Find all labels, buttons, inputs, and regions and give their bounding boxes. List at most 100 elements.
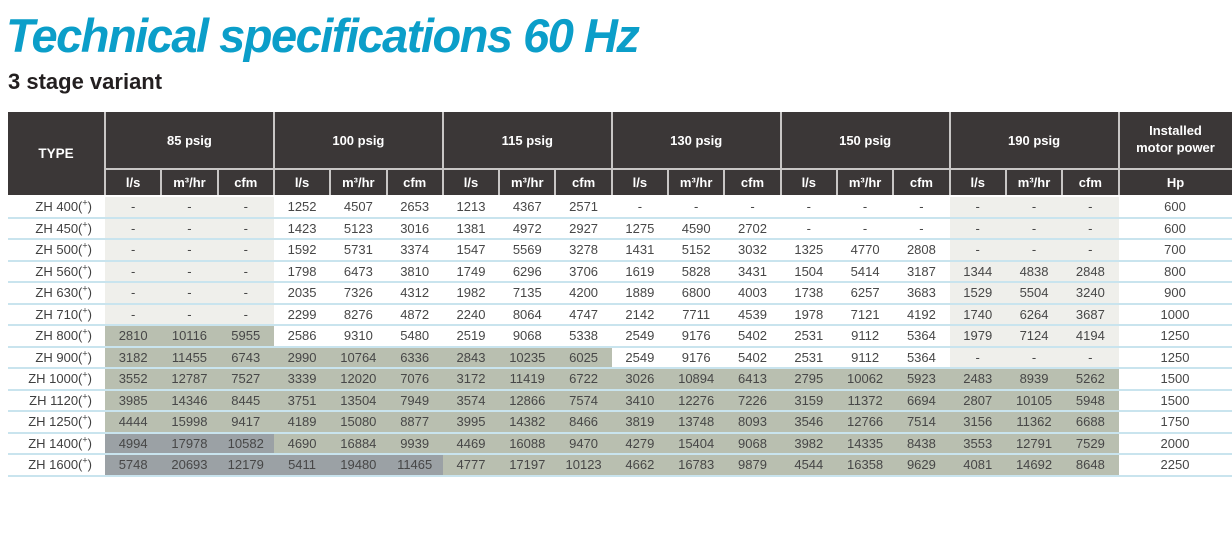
value-cell-85-psig-cfm: -: [217, 239, 274, 262]
value-cell-85-psig-cfm: -: [217, 196, 274, 219]
value-cell-115-psig-cfm: 8466: [555, 411, 612, 434]
value-cell-150-psig-cfm: 4192: [893, 303, 950, 326]
value-cell-150-psig-m-hr: 5414: [836, 260, 894, 283]
hp-value-cell: 600: [1118, 217, 1232, 240]
value-cell-115-psig-cfm: 5338: [555, 325, 612, 348]
value-cell-115-psig-m-hr: 6296: [499, 260, 556, 283]
value-cell-190-psig-cfm: 7529: [1062, 432, 1119, 455]
superscript-plus: +: [82, 283, 88, 294]
superscript-plus: +: [82, 305, 88, 316]
value-cell-85-psig-l-s: -: [105, 260, 162, 283]
value-cell-115-psig-l-s: 4469: [442, 432, 500, 455]
value-cell-85-psig-l-s: -: [105, 303, 162, 326]
value-cell-100-psig-cfm: 3810: [386, 260, 443, 283]
spec-table: TYPE 85 psig 100 psig 115 psig 130 psig 150 p…: [8, 112, 1232, 477]
value-cell-190-psig-m-hr: 8939: [1005, 368, 1063, 391]
value-cell-115-psig-m-hr: 12866: [499, 389, 556, 412]
value-cell-150-psig-cfm: 7514: [893, 411, 950, 434]
value-cell-115-psig-cfm: 6025: [555, 346, 612, 369]
value-cell-130-psig-cfm: 2702: [724, 217, 781, 240]
value-cell-150-psig-cfm: 6694: [893, 389, 950, 412]
value-cell-115-psig-l-s: 3172: [442, 368, 500, 391]
hp-value-cell: 1250: [1118, 346, 1232, 369]
value-cell-190-psig-m-hr: 12791: [1005, 432, 1063, 455]
value-cell-150-psig-m-hr: 16358: [836, 454, 894, 477]
header-unit-row: l/s m³/hr cfm l/s m³/hr cfm l/s m³/hr cfm l/s m³/h…: [8, 169, 1232, 198]
hp-value-cell: 2000: [1118, 432, 1232, 455]
value-cell-150-psig-m-hr: 9112: [836, 346, 894, 369]
value-cell-190-psig-m-hr: 7124: [1005, 325, 1063, 348]
value-cell-85-psig-cfm: 5955: [217, 325, 274, 348]
value-cell-130-psig-cfm: 4539: [724, 303, 781, 326]
value-cell-150-psig-l-s: 1738: [780, 282, 837, 305]
value-cell-100-psig-m-hr: 6473: [330, 260, 387, 283]
value-cell-130-psig-l-s: 4279: [611, 432, 669, 455]
value-cell-190-psig-m-hr: -: [1005, 346, 1063, 369]
col-unit-85-psig-m-hr: m³/hr: [161, 169, 219, 198]
page-subtitle: 3 stage variant: [8, 68, 163, 94]
superscript-plus: +: [82, 348, 88, 359]
value-cell-150-psig-l-s: 1504: [780, 260, 837, 283]
value-cell-115-psig-cfm: 10123: [555, 454, 612, 477]
value-cell-100-psig-cfm: 6336: [386, 346, 443, 369]
value-cell-130-psig-cfm: -: [724, 196, 781, 219]
value-cell-115-psig-m-hr: 9068: [499, 325, 556, 348]
value-cell-130-psig-cfm: 3032: [724, 239, 781, 262]
value-cell-150-psig-m-hr: 9112: [836, 325, 894, 348]
value-cell-100-psig-m-hr: 4507: [330, 196, 387, 219]
value-cell-190-psig-m-hr: 14692: [1005, 454, 1063, 477]
value-cell-100-psig-l-s: 2990: [273, 346, 331, 369]
col-group-100-psig: 100 psig: [273, 112, 444, 171]
value-cell-85-psig-l-s: 4444: [105, 411, 162, 434]
table-row-zh-1000: ZH 1000(+) 3552 12787 7527 3339 12020 7076 3172…: [8, 368, 1232, 391]
value-cell-190-psig-l-s: 1344: [949, 260, 1006, 283]
row-type-label: ZH 500(+): [8, 239, 105, 262]
value-cell-190-psig-m-hr: -: [1005, 239, 1063, 262]
col-unit-190-psig-l-s: l/s: [949, 169, 1007, 198]
row-type-label: ZH 630(+): [8, 282, 105, 305]
value-cell-150-psig-cfm: 5923: [893, 368, 950, 391]
col-header-installed-motor-power: Installed motor power: [1118, 112, 1232, 171]
col-unit-150-psig-l-s: l/s: [780, 169, 838, 198]
value-cell-100-psig-cfm: 3016: [386, 217, 443, 240]
value-cell-115-psig-l-s: 3574: [442, 389, 500, 412]
value-cell-130-psig-l-s: 3819: [611, 411, 669, 434]
value-cell-150-psig-m-hr: 11372: [836, 389, 894, 412]
hp-value-cell: 900: [1118, 282, 1232, 305]
value-cell-190-psig-l-s: 4081: [949, 454, 1006, 477]
value-cell-190-psig-l-s: 2483: [949, 368, 1006, 391]
value-cell-115-psig-l-s: 2519: [442, 325, 500, 348]
value-cell-150-psig-l-s: 1325: [780, 239, 837, 262]
value-cell-100-psig-m-hr: 15080: [330, 411, 387, 434]
value-cell-100-psig-m-hr: 10764: [330, 346, 387, 369]
value-cell-85-psig-cfm: -: [217, 260, 274, 283]
superscript-plus: +: [82, 455, 88, 466]
col-unit-130-psig-cfm: cfm: [724, 169, 782, 198]
value-cell-130-psig-l-s: 1619: [611, 260, 669, 283]
value-cell-100-psig-cfm: 2653: [386, 196, 443, 219]
value-cell-130-psig-cfm: 5402: [724, 346, 781, 369]
value-cell-115-psig-m-hr: 5569: [499, 239, 556, 262]
row-type-label: ZH 900(+): [8, 346, 105, 369]
value-cell-85-psig-m-hr: 20693: [161, 454, 218, 477]
hp-value-cell: 2250: [1118, 454, 1232, 477]
table-row-zh-800: ZH 800(+) 2810 10116 5955 2586 9310 5480 2519 90…: [8, 325, 1232, 348]
value-cell-100-psig-cfm: 4312: [386, 282, 443, 305]
value-cell-190-psig-cfm: 3240: [1062, 282, 1119, 305]
hp-value-cell: 700: [1118, 239, 1232, 262]
value-cell-115-psig-cfm: 3706: [555, 260, 612, 283]
value-cell-115-psig-cfm: 4747: [555, 303, 612, 326]
value-cell-100-psig-l-s: 1592: [273, 239, 331, 262]
col-unit-85-psig-l-s: l/s: [105, 169, 163, 198]
value-cell-115-psig-cfm: 9470: [555, 432, 612, 455]
hp-value-cell: 1500: [1118, 389, 1232, 412]
col-unit-190-psig-cfm: cfm: [1062, 169, 1120, 198]
col-group-130-psig: 130 psig: [611, 112, 782, 171]
value-cell-115-psig-m-hr: 16088: [499, 432, 556, 455]
value-cell-150-psig-l-s: 4544: [780, 454, 837, 477]
value-cell-115-psig-m-hr: 17197: [499, 454, 556, 477]
table-row-zh-1600: ZH 1600(+) 5748 20693 12179 5411 19480 11465 47…: [8, 454, 1232, 477]
value-cell-115-psig-cfm: 2927: [555, 217, 612, 240]
value-cell-130-psig-l-s: 1431: [611, 239, 669, 262]
value-cell-150-psig-l-s: 1978: [780, 303, 837, 326]
